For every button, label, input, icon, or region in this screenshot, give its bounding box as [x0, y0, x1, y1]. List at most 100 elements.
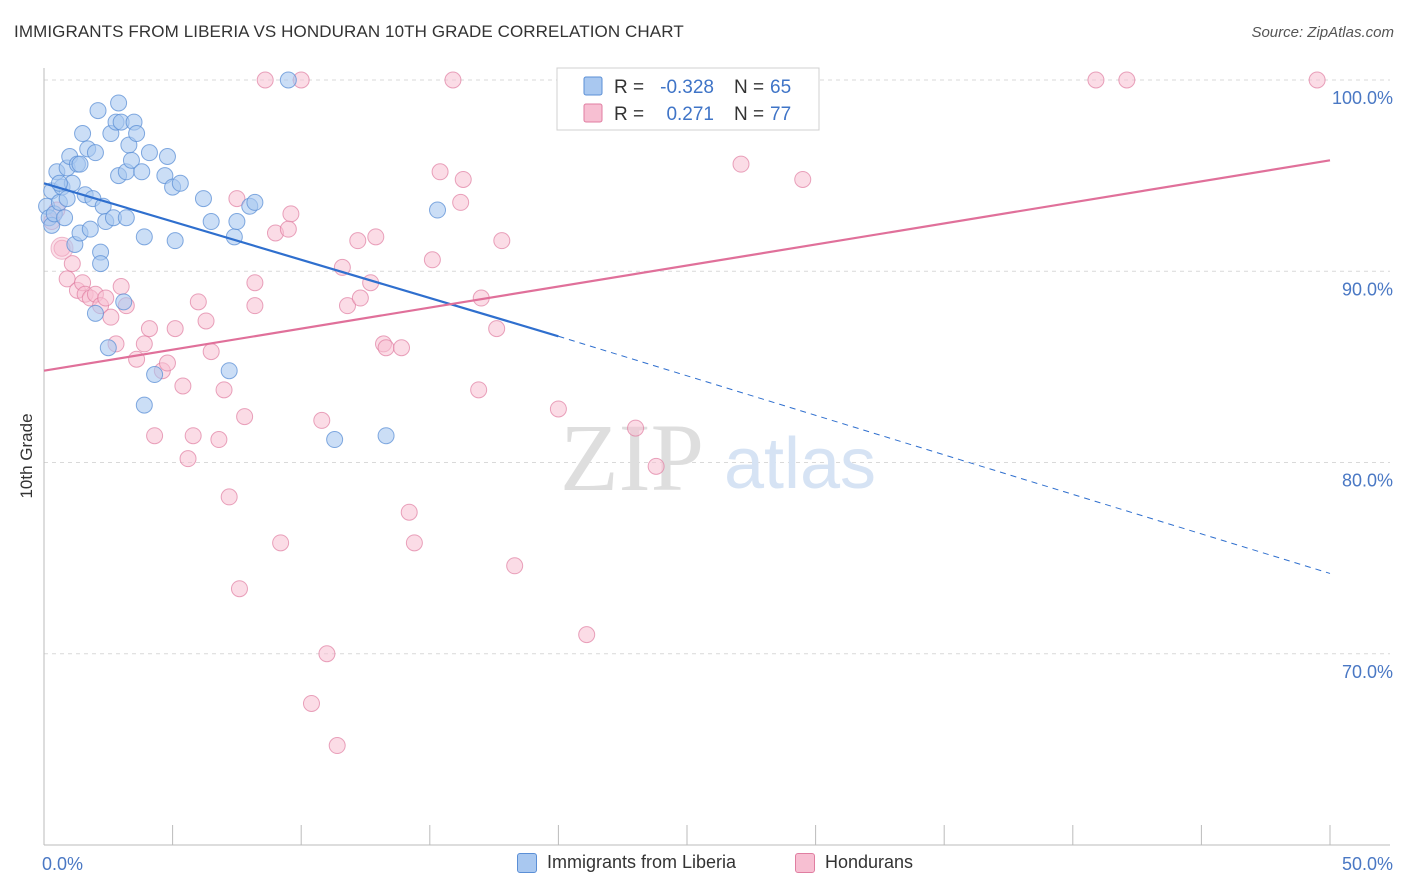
point-hondurans — [549, 400, 567, 418]
point-hondurans — [230, 580, 248, 598]
point-hondurans — [63, 255, 81, 273]
point-liberia — [246, 193, 264, 211]
point-hondurans — [393, 339, 411, 357]
point-hondurans — [578, 626, 596, 644]
point-liberia — [166, 232, 184, 250]
point-hondurans — [454, 170, 472, 188]
point-liberia — [74, 125, 92, 143]
point-hondurans — [647, 457, 665, 475]
point-hondurans — [197, 312, 215, 330]
point-liberia — [110, 94, 128, 112]
point-liberia — [228, 213, 246, 231]
stats-r-value-1: -0.328 — [660, 77, 714, 98]
point-hondurans — [279, 220, 297, 238]
point-hondurans — [349, 232, 367, 250]
point-hondurans — [215, 381, 233, 399]
point-hondurans — [1087, 71, 1105, 89]
point-hondurans — [1118, 71, 1136, 89]
point-hondurans — [493, 232, 511, 250]
point-hondurans — [210, 431, 228, 449]
gridlines — [44, 79, 1390, 655]
point-hondurans — [328, 737, 346, 755]
point-hondurans — [179, 450, 197, 468]
point-hondurans — [506, 557, 524, 575]
point-liberia — [146, 366, 164, 384]
point-hondurans — [272, 534, 290, 552]
point-hondurans — [794, 170, 812, 188]
point-hondurans — [431, 163, 449, 181]
point-hondurans — [1308, 71, 1326, 89]
point-liberia — [326, 431, 344, 449]
watermark-atlas: atlas — [724, 424, 876, 504]
point-liberia — [171, 174, 189, 192]
point-hondurans — [158, 354, 176, 372]
point-liberia — [122, 151, 140, 169]
tick-labels: 100.0% 90.0% 80.0% 70.0% 0.0% 50.0% — [42, 88, 1393, 874]
point-liberia — [81, 220, 99, 238]
point-liberia — [133, 163, 151, 181]
point-liberia — [128, 125, 146, 143]
point-hondurans — [174, 377, 192, 395]
point-liberia — [377, 427, 395, 445]
point-hondurans — [318, 645, 336, 663]
stats-r-label-2: R = — [614, 104, 644, 125]
point-hondurans — [97, 289, 115, 307]
point-hondurans — [135, 335, 153, 353]
point-hondurans — [246, 297, 264, 315]
trend-line-liberia — [43, 182, 559, 338]
point-liberia — [202, 213, 220, 231]
y-tick-label: 90.0% — [1342, 279, 1393, 299]
stats-n-label-2: N = — [734, 104, 764, 125]
point-hondurans — [166, 320, 184, 338]
point-hondurans — [220, 488, 238, 506]
trend-line-liberia-projection — [558, 335, 1331, 574]
point-hondurans — [282, 205, 300, 223]
point-hondurans — [146, 427, 164, 445]
point-liberia — [194, 190, 212, 208]
point-liberia — [86, 304, 104, 322]
point-hondurans — [112, 278, 130, 296]
point-hondurans — [202, 343, 220, 361]
stats-r-value-2: 0.271 — [666, 104, 714, 125]
stats-n-value-1: 65 — [770, 77, 791, 98]
series-hondurans — [43, 71, 1326, 755]
point-liberia — [279, 71, 297, 89]
point-liberia — [220, 362, 238, 380]
point-liberia — [86, 144, 104, 162]
legend-label-hondurans: Hondurans — [825, 852, 914, 872]
point-hondurans — [246, 274, 264, 292]
point-liberia — [89, 102, 107, 120]
point-hondurans — [627, 419, 645, 437]
point-liberia — [117, 209, 135, 227]
watermark-zip: ZIP — [560, 404, 704, 511]
point-liberia — [429, 201, 447, 219]
trend-lines — [43, 159, 1331, 574]
point-hondurans — [189, 293, 207, 311]
point-hondurans — [488, 320, 506, 338]
point-hondurans — [184, 427, 202, 445]
stats-legend-swatch-blue — [583, 76, 603, 96]
point-hondurans — [377, 339, 395, 357]
point-hondurans — [228, 190, 246, 208]
x-tick-label: 50.0% — [1342, 854, 1393, 874]
legend-item-hondurans: Hondurans — [795, 852, 913, 873]
source-label: Source: ZipAtlas.com — [1251, 24, 1394, 41]
point-hondurans — [423, 251, 441, 269]
legend-swatch-liberia — [517, 852, 537, 873]
y-tick-label: 100.0% — [1332, 88, 1393, 108]
point-liberia — [99, 339, 117, 357]
stats-n-label-1: N = — [734, 77, 764, 98]
legend-item-liberia: Immigrants from Liberia — [517, 852, 736, 873]
trend-line-hondurans — [43, 159, 1331, 372]
legend-swatch-hondurans — [795, 852, 815, 873]
point-hondurans — [102, 308, 120, 326]
stats-n-value-2: 77 — [770, 104, 791, 125]
series-liberia — [38, 71, 447, 449]
point-hondurans — [444, 71, 462, 89]
point-hondurans — [367, 228, 385, 246]
point-liberia — [135, 228, 153, 246]
point-hondurans — [256, 71, 274, 89]
point-liberia — [140, 144, 158, 162]
y-tick-label: 80.0% — [1342, 471, 1393, 491]
